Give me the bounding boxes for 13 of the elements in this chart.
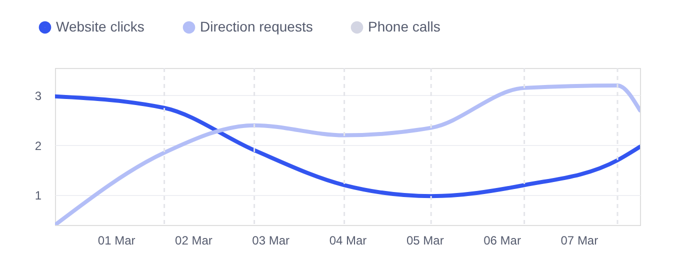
y-tick-label: 3: [34, 88, 42, 103]
x-tick-label: 07 Mar: [560, 234, 598, 248]
y-tick-label: 1: [34, 188, 42, 203]
legend-label: Phone calls: [368, 18, 440, 34]
x-tick-label: 03 Mar: [252, 234, 290, 248]
x-tick-label: 06 Mar: [484, 234, 521, 248]
x-tick-label: 04 Mar: [329, 234, 367, 248]
x-tick-label: 01 Mar: [98, 234, 136, 248]
y-tick-label: 2: [34, 138, 42, 153]
legend-label: Website clicks: [56, 18, 144, 34]
x-tick-label: 02 Mar: [175, 234, 212, 248]
x-tick-label: 05 Mar: [406, 234, 444, 248]
legend-label: Direction requests: [200, 18, 313, 34]
